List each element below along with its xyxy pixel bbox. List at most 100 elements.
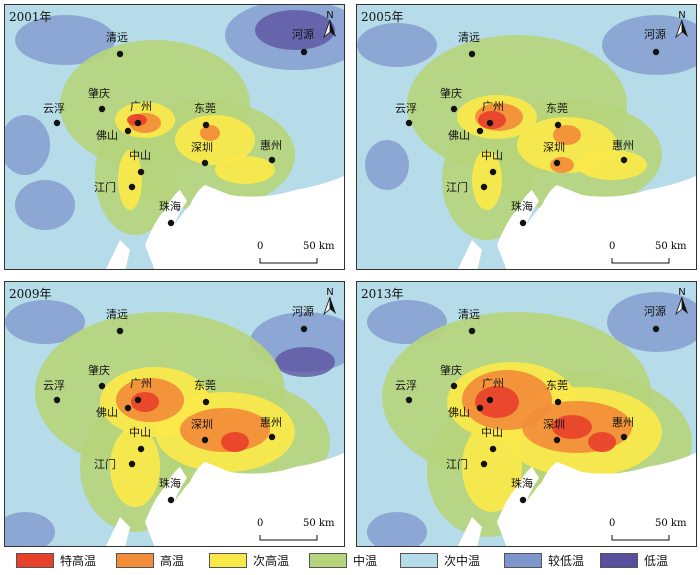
city-marker <box>201 436 209 444</box>
heat-zone <box>221 432 249 452</box>
city-label: 惠州 <box>612 138 634 152</box>
city-label: 珠海 <box>159 199 181 213</box>
scale-distance: 50 km <box>655 518 687 529</box>
city-label: 肇庆 <box>88 86 110 100</box>
cool-zone <box>5 512 55 546</box>
city-marker <box>554 398 562 406</box>
city-marker <box>480 460 488 468</box>
city-label: 佛山 <box>448 406 470 419</box>
city-label: 清远 <box>458 308 480 321</box>
scale-bar: 0 50 km <box>609 518 691 544</box>
city-label: 深圳 <box>543 141 565 154</box>
map-panel-2001: 清远 河源 云浮 肇庆 广州 佛山 东莞 惠州 中山 深圳 江门 珠海 2001年 N 0 50 km <box>4 4 345 270</box>
city-label: 惠州 <box>612 415 634 429</box>
cool-zone <box>357 23 437 67</box>
map-panel-2005: 清远 河源 云浮 肇庆 广州 佛山 东莞 惠州 中山 深圳 江门 珠海 2005年 N 0 50 km <box>356 4 697 270</box>
city-marker <box>476 127 484 135</box>
city-label: 河源 <box>644 27 666 41</box>
heat-zone <box>110 427 160 507</box>
estuary <box>497 190 539 269</box>
city-label: 云浮 <box>395 102 417 115</box>
city-label: 河源 <box>644 304 666 318</box>
city-marker <box>468 327 476 335</box>
cool-zone <box>15 180 75 230</box>
city-marker <box>652 48 660 56</box>
legend-item-low: 较低温 <box>504 550 584 570</box>
bay <box>457 517 482 546</box>
city-label: 珠海 <box>159 476 181 490</box>
city-marker <box>53 396 61 404</box>
city-marker <box>268 156 276 164</box>
sea <box>517 452 696 546</box>
legend-item-medium: 中温 <box>309 550 377 570</box>
legend-label: 次中温 <box>444 553 481 568</box>
heat-zone <box>472 150 502 210</box>
city-label: 肇庆 <box>88 363 110 377</box>
legend-swatch <box>16 552 54 568</box>
city-label: 云浮 <box>43 379 65 392</box>
city-label: 云浮 <box>395 379 417 392</box>
city-label: 江门 <box>94 180 116 194</box>
city-label: 清远 <box>458 31 480 44</box>
heat-zone <box>131 392 159 412</box>
city-marker <box>620 156 628 164</box>
legend-swatch <box>504 552 542 568</box>
city-label: 深圳 <box>191 418 213 431</box>
scale-zero: 0 <box>257 241 264 252</box>
city-marker <box>489 445 497 453</box>
bay <box>105 517 130 546</box>
city-marker <box>98 382 106 390</box>
city-label: 肇庆 <box>440 363 462 377</box>
city-marker <box>137 445 145 453</box>
cool-zone <box>5 115 50 175</box>
cool-zone <box>602 15 696 75</box>
city-marker <box>450 382 458 390</box>
city-marker <box>124 127 132 135</box>
bay <box>457 240 482 269</box>
city-label: 河源 <box>292 27 314 41</box>
heat-zone <box>550 157 574 173</box>
heat-zone <box>200 125 220 141</box>
city-label: 江门 <box>446 180 468 194</box>
legend-label: 中温 <box>353 553 378 568</box>
scale-zero: 0 <box>609 518 616 529</box>
scale-distance: 50 km <box>303 518 335 529</box>
panel-year-label: 2013年 <box>361 287 404 301</box>
scale-distance: 50 km <box>303 241 335 252</box>
cool-zone <box>275 347 335 377</box>
city-marker <box>519 219 527 227</box>
scale-distance: 50 km <box>655 241 687 252</box>
city-label: 佛山 <box>96 406 118 419</box>
north-label: N <box>326 287 333 298</box>
legend-item-extreme-high: 特高温 <box>16 550 96 570</box>
estuary <box>145 467 187 546</box>
city-label: 惠州 <box>260 138 282 152</box>
legend-label: 低温 <box>644 553 669 568</box>
city-label: 中山 <box>481 149 503 162</box>
north-arrow-icon: N <box>322 286 338 316</box>
city-label: 广州 <box>130 100 152 113</box>
city-marker <box>202 121 210 129</box>
city-label: 中山 <box>129 426 151 439</box>
city-label: 江门 <box>94 457 116 471</box>
city-marker <box>468 50 476 58</box>
city-marker <box>486 119 494 127</box>
city-label: 中山 <box>481 426 503 439</box>
legend-label: 高温 <box>160 553 185 568</box>
north-arrow-icon: N <box>322 9 338 39</box>
heat-zone <box>588 432 616 452</box>
city-label: 清远 <box>106 308 128 321</box>
panel-year-label: 2001年 <box>9 10 52 24</box>
city-marker <box>489 168 497 176</box>
scale-bar: 0 50 km <box>609 241 691 267</box>
city-marker <box>300 325 308 333</box>
city-marker <box>554 121 562 129</box>
legend-label: 次高温 <box>253 553 290 568</box>
legend-item-sub-medium: 次中温 <box>400 550 480 570</box>
city-marker <box>128 183 136 191</box>
heat-zone <box>462 422 522 512</box>
city-marker <box>53 119 61 127</box>
scale-zero: 0 <box>609 241 616 252</box>
city-marker <box>167 496 175 504</box>
